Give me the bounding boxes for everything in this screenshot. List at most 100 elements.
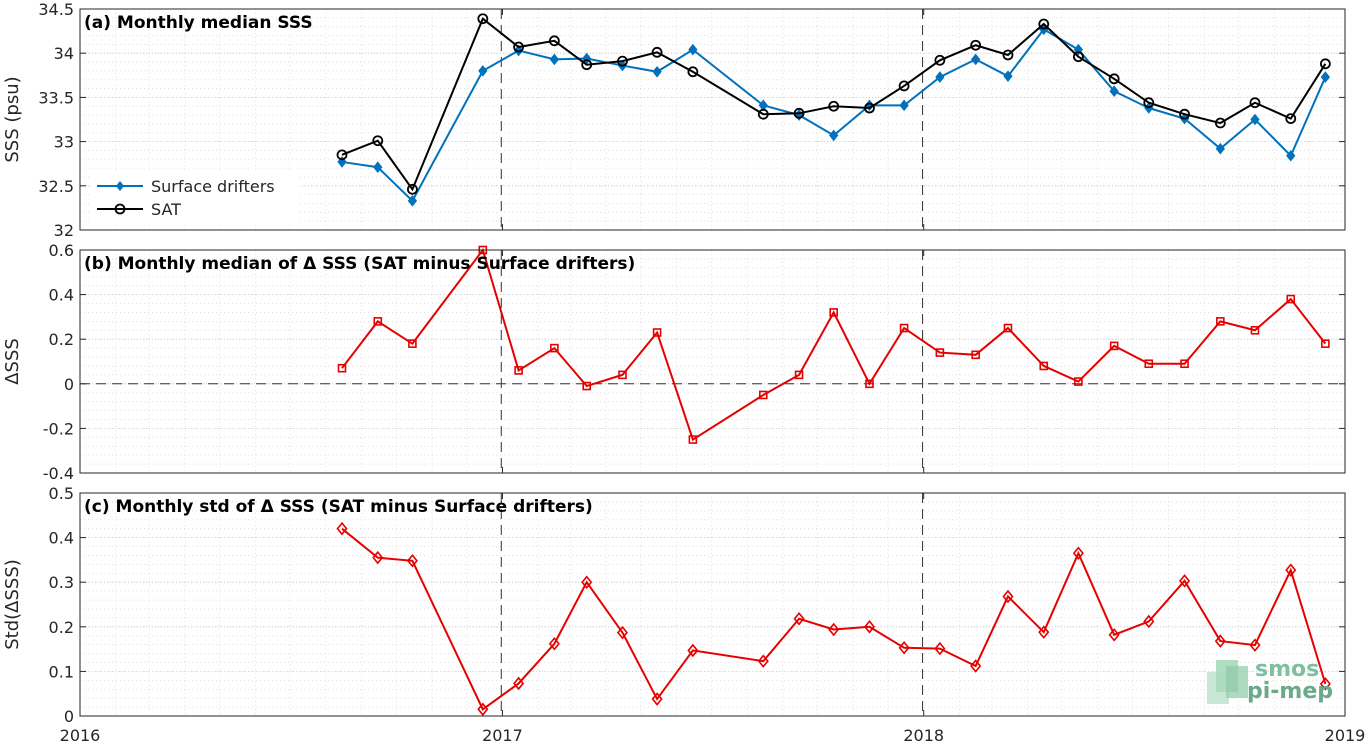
y-tick-label: 0.3 xyxy=(49,573,74,592)
data-point xyxy=(550,343,559,353)
data-point xyxy=(618,370,627,380)
data-point xyxy=(1002,589,1014,604)
data-point xyxy=(688,435,698,444)
data-point xyxy=(651,46,663,58)
y-tick-label: 0.2 xyxy=(49,330,74,349)
data-point xyxy=(616,625,629,640)
data-point xyxy=(899,323,909,333)
panel-c-std-delta-sss: 0 0.1 0.2 0.3 0.4 0.5 (c) Monthly std of Δ SSS… xyxy=(2,484,1346,726)
data-point xyxy=(1286,294,1296,304)
data-point xyxy=(408,339,417,348)
data-point xyxy=(1038,18,1050,30)
panel-title: (c) Monthly std of Δ SSS (SAT minus Surf… xyxy=(84,497,593,517)
data-point xyxy=(1321,339,1330,348)
series-line xyxy=(341,527,1327,711)
data-point xyxy=(898,80,910,92)
data-point xyxy=(617,55,628,67)
data-point xyxy=(1179,574,1191,588)
data-point xyxy=(513,41,524,53)
data-point xyxy=(548,35,560,47)
data-point xyxy=(935,348,945,357)
data-point xyxy=(337,363,347,373)
legend-label: Surface drifters xyxy=(151,177,275,196)
data-point xyxy=(829,308,838,317)
data-point xyxy=(1074,377,1083,386)
data-point xyxy=(1320,71,1331,83)
data-point xyxy=(970,39,982,51)
data-point xyxy=(934,54,946,66)
data-point xyxy=(1002,49,1014,61)
y-tick-label: 33 xyxy=(54,133,74,152)
y-axis-label: ΔSSS xyxy=(2,338,23,385)
y-tick-label: 0.1 xyxy=(49,662,74,681)
y-tick-label: 0.4 xyxy=(49,286,74,305)
legend-marker xyxy=(116,181,124,191)
data-point xyxy=(1319,677,1331,691)
data-point xyxy=(1144,359,1154,369)
y-tick-label: 32 xyxy=(54,221,74,240)
data-point xyxy=(865,379,874,389)
data-point xyxy=(794,370,804,380)
data-point xyxy=(828,622,840,637)
data-point xyxy=(864,102,875,114)
legend-box xyxy=(90,170,300,222)
y-tick-label: 0 xyxy=(64,375,74,394)
data-point xyxy=(1143,614,1155,629)
data-point xyxy=(582,381,591,391)
plot-area xyxy=(80,250,1345,473)
panel-title: (b) Monthly median of Δ SSS (SAT minus S… xyxy=(84,254,635,274)
data-point xyxy=(1250,113,1260,126)
y-tick-label: 32.5 xyxy=(38,177,74,196)
x-tick-label: 2019 xyxy=(1325,726,1366,745)
y-tick-label: 0 xyxy=(64,707,74,726)
data-point xyxy=(336,149,348,161)
data-point xyxy=(899,99,909,112)
logo-block xyxy=(1226,666,1248,698)
legend-label: SAT xyxy=(151,200,181,219)
data-point xyxy=(1249,638,1261,652)
panel-title: (a) Monthly median SSS xyxy=(84,13,313,33)
data-point xyxy=(1214,117,1226,129)
data-point xyxy=(1143,97,1155,109)
y-axis-label: Std(ΔSSS) xyxy=(2,559,23,650)
data-point xyxy=(336,521,348,536)
data-point xyxy=(1072,546,1084,560)
data-point xyxy=(373,317,383,326)
data-point xyxy=(1003,323,1013,333)
series-line xyxy=(341,17,1327,192)
data-point xyxy=(1285,563,1297,577)
data-point xyxy=(970,659,982,673)
data-point xyxy=(1072,51,1084,63)
data-point xyxy=(651,692,663,706)
data-point xyxy=(1180,359,1189,369)
data-point xyxy=(1286,149,1296,162)
data-point xyxy=(513,676,525,691)
data-point xyxy=(1038,625,1050,639)
data-point xyxy=(514,366,523,375)
data-point xyxy=(581,575,593,589)
data-point xyxy=(687,66,699,78)
y-tick-label: -0.2 xyxy=(43,419,74,438)
data-point xyxy=(513,44,524,57)
y-tick-label: 0.5 xyxy=(49,484,74,503)
data-point xyxy=(687,643,699,658)
data-point xyxy=(372,550,384,565)
data-point xyxy=(934,641,946,656)
logo-text-smos: smos xyxy=(1255,657,1319,682)
data-point xyxy=(373,161,383,174)
data-point xyxy=(1109,85,1119,98)
plot-border xyxy=(79,249,1346,474)
data-point xyxy=(548,636,560,651)
legend-marker xyxy=(114,203,126,215)
y-tick-label: 0.2 xyxy=(49,618,74,637)
data-point xyxy=(1108,628,1120,642)
data-point xyxy=(1215,142,1225,155)
x-tick-label: 2017 xyxy=(482,726,523,745)
shared-x-axis: 2016 2017 2018 2019 xyxy=(60,726,1366,745)
data-point xyxy=(757,108,769,120)
y-tick-label: -0.4 xyxy=(43,464,74,483)
panel-a-sss: 32 32.5 33 33.5 34 34.5 (a) Monthly median SSS… xyxy=(2,0,1346,240)
data-point xyxy=(1179,108,1190,120)
data-point xyxy=(793,612,805,626)
data-point xyxy=(581,59,593,71)
